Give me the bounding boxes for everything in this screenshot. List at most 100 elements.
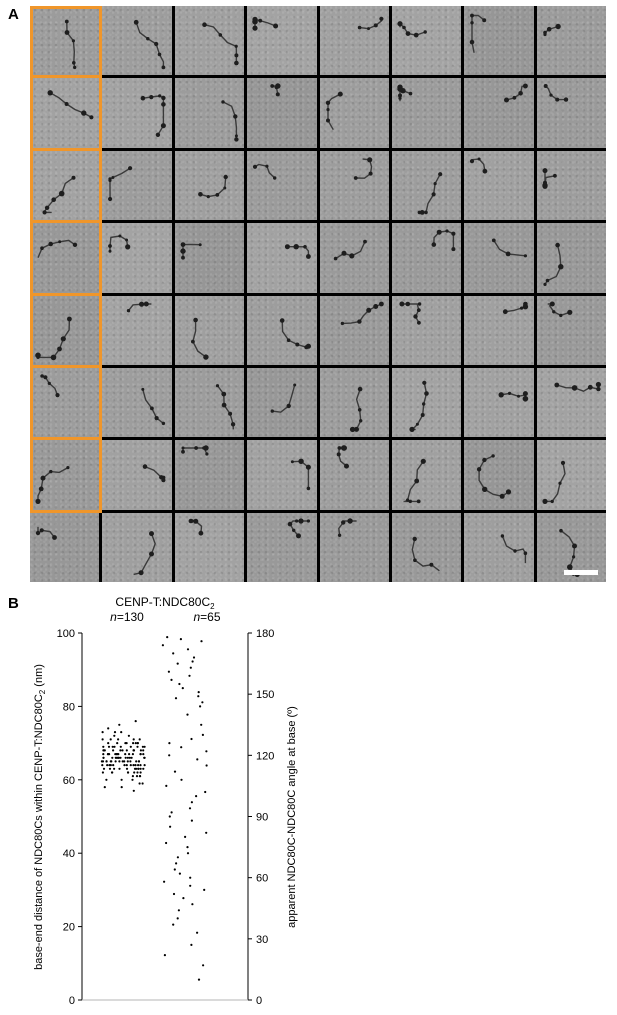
highlight-separator — [30, 147, 103, 151]
distance-point — [119, 756, 122, 759]
distance-point — [135, 775, 139, 778]
angle-point — [175, 862, 178, 865]
micrograph-cell — [247, 150, 317, 221]
distance-point — [143, 756, 146, 759]
angle-point — [205, 750, 208, 753]
micrograph-cell — [319, 440, 389, 510]
right-ticks: 0 30 60 90 120 150 180 — [248, 628, 274, 1007]
distance-point — [129, 760, 132, 763]
distance-point — [112, 764, 115, 767]
micrograph-cell — [536, 367, 606, 438]
distance-point — [134, 742, 137, 745]
data-points — [100, 636, 208, 981]
molecule-strand — [417, 171, 443, 215]
angle-point — [168, 754, 171, 757]
distance-point — [143, 764, 146, 767]
molecule-strand — [108, 234, 131, 253]
micrograph-cell — [30, 150, 100, 221]
molecule-strand — [291, 458, 312, 491]
distance-point — [118, 760, 121, 763]
distance-point — [103, 786, 106, 789]
distance-point — [109, 760, 112, 763]
distance-point — [116, 756, 119, 759]
micrograph-cell — [247, 367, 317, 438]
micrograph-cell — [319, 78, 389, 148]
micrograph-cell — [247, 78, 317, 148]
micrograph-cell — [247, 223, 317, 293]
highlight-separator — [30, 75, 103, 79]
micrograph-cell — [174, 295, 245, 365]
angle-point — [190, 943, 193, 946]
distance-point — [102, 745, 105, 748]
molecule-strand — [554, 381, 601, 392]
micrograph-cell — [174, 440, 245, 510]
distance-point — [125, 767, 129, 770]
angle-point — [181, 687, 184, 690]
molecule-strand — [504, 83, 529, 103]
distance-point — [136, 745, 139, 748]
distance-point — [125, 764, 128, 767]
angle-point — [186, 648, 190, 651]
micrograph-cell — [102, 440, 172, 510]
distance-point — [132, 742, 135, 745]
distance-point — [116, 753, 119, 756]
angle-point — [170, 811, 173, 814]
molecule-strand — [469, 13, 487, 53]
micrograph-cell — [174, 367, 245, 438]
distance-point — [132, 738, 135, 741]
left-axis-label: base-end distance of NDC80Cs within CENP… — [33, 664, 47, 970]
angle-point — [203, 888, 206, 891]
molecule-strand — [108, 165, 133, 201]
angle-point — [199, 705, 202, 708]
angle-point — [172, 652, 175, 655]
molecule-strand — [542, 461, 566, 505]
micrograph-cell — [391, 223, 462, 293]
micrograph-cell — [247, 6, 317, 76]
molecule-strand — [399, 301, 422, 325]
angle-point — [167, 670, 170, 673]
micrograph-cell — [30, 6, 100, 76]
angle-point — [196, 931, 199, 934]
molecule-strand — [134, 19, 166, 70]
distance-point — [102, 753, 105, 756]
distance-point — [111, 771, 114, 774]
molecule-strand — [543, 84, 568, 103]
molecule-strand — [409, 380, 429, 432]
distance-point — [142, 767, 145, 770]
molecule-strand — [42, 175, 76, 215]
right-tick-label: 90 — [256, 812, 268, 824]
angle-point — [179, 638, 182, 641]
distance-point — [101, 764, 104, 767]
right-axis-label: apparent NDC80C-NDC80C angle at base (º) — [286, 706, 298, 928]
distance-point — [139, 749, 142, 752]
micrograph-gallery — [30, 6, 606, 582]
angle-point — [189, 876, 192, 879]
angle-point — [197, 695, 200, 698]
micrograph-cell — [247, 512, 317, 582]
angle-point — [176, 662, 179, 665]
micrograph-cell — [536, 295, 606, 365]
molecule-strand — [180, 445, 209, 456]
angle-point — [186, 852, 190, 855]
distance-point — [132, 749, 135, 752]
highlight-separator — [30, 364, 103, 368]
distance-point — [137, 760, 141, 763]
micrograph-cell — [30, 295, 100, 365]
molecule-strand — [180, 242, 202, 260]
panel-b-label: B — [8, 595, 19, 612]
molecule-strand — [280, 317, 312, 349]
right-tick-label: 60 — [256, 873, 268, 885]
distance-point — [141, 782, 144, 785]
distance-point — [101, 731, 104, 734]
molecule-strand — [143, 464, 166, 483]
angle-point — [190, 819, 193, 822]
distance-point — [118, 723, 121, 726]
right-tick-label: 150 — [256, 689, 274, 701]
angle-point — [173, 770, 177, 773]
micrograph-cell — [536, 150, 606, 221]
angle-point — [191, 660, 194, 663]
angle-point — [189, 884, 192, 887]
micrograph-cell — [464, 367, 534, 438]
micrograph-cell — [102, 6, 172, 76]
molecule-strand — [477, 454, 512, 500]
